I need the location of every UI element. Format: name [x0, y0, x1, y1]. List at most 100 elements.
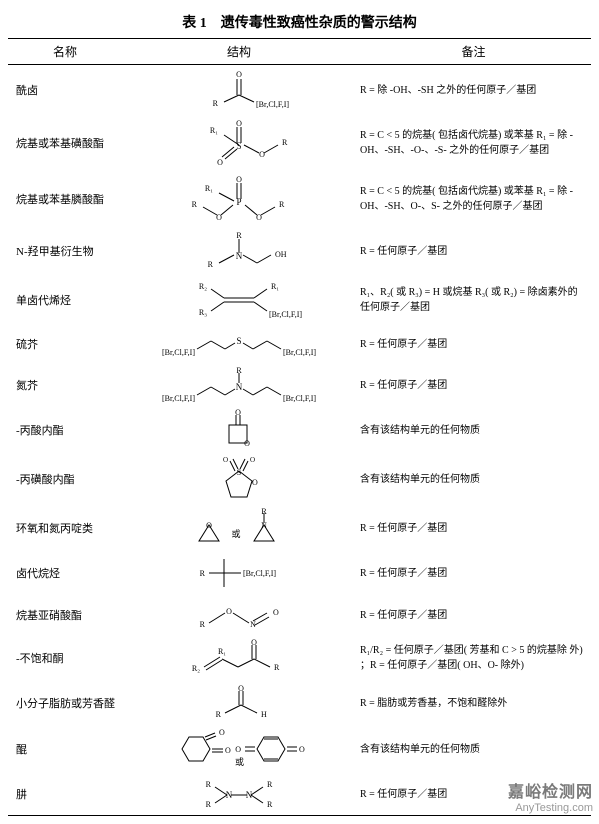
svg-text:N: N — [246, 790, 253, 800]
svg-text:[Br,Cl,F,I]: [Br,Cl,F,I] — [256, 100, 289, 109]
structure-icon: S O O R₁ O R — [174, 117, 304, 169]
svg-text:R: R — [279, 200, 285, 209]
row-name: -丙磺酸内酯 — [8, 453, 122, 505]
svg-text:R₃: R₃ — [199, 308, 207, 317]
structure-icon: R O H — [189, 683, 289, 723]
structure-icon: O O — [209, 409, 269, 451]
svg-text:O: O — [252, 478, 258, 487]
svg-text:[Br,Cl,F,I]: [Br,Cl,F,I] — [162, 348, 195, 357]
row-notes: R = 任何原子／基团 — [356, 773, 591, 816]
svg-text:O: O — [250, 456, 255, 464]
row-notes: R = 任何原子／基团 — [356, 505, 591, 551]
row-notes: R₁/R₂ = 任何原子／基团( 芳基和 C > 5 的烷基除 外) ；R = … — [356, 635, 591, 681]
svg-text:O: O — [235, 745, 241, 754]
row-structure: O O — [122, 407, 356, 453]
table-row: 卤代烷烃 R [Br,Cl,F,I] R = 任何原子／基团 — [8, 551, 591, 595]
svg-text:[Br,Cl,F,I]: [Br,Cl,F,I] — [243, 569, 276, 578]
row-structure: R [Br,Cl,F,I] — [122, 551, 356, 595]
structure-icon: R O N O — [179, 597, 299, 633]
row-name: 小分子脂肪或芳香醛 — [8, 681, 122, 725]
svg-text:R₁: R₁ — [210, 126, 218, 135]
row-name: 肼 — [8, 773, 122, 816]
table-row: 烷基或苯基膦酸酯 P O R₁ O R O — [8, 171, 591, 227]
structure-icon: P O R₁ O R O R — [169, 173, 309, 225]
svg-text:R: R — [200, 569, 206, 578]
svg-text:R: R — [261, 507, 267, 516]
table-row: N-羟甲基衍生物 N R R OH R = 任何原子／基团 — [8, 227, 591, 275]
svg-text:O: O — [273, 608, 279, 617]
row-notes: R = 任何原子／基团 — [356, 551, 591, 595]
table-row: -丙磺酸内酯 S O O O 含有该结构单元的任何物质 — [8, 453, 591, 505]
structure-icon: O R [Br,Cl,F,I] — [184, 67, 294, 113]
structure-icon: S O O O — [204, 455, 274, 503]
row-notes: 含有该结构单元的任何物质 — [356, 453, 591, 505]
svg-text:R: R — [213, 99, 219, 108]
svg-text:O: O — [219, 728, 225, 737]
row-structure: S O O R₁ O R — [122, 115, 356, 171]
row-structure: O R [Br,Cl,F,I] — [122, 65, 356, 116]
svg-text:O: O — [238, 684, 244, 693]
row-name: N-羟甲基衍生物 — [8, 227, 122, 275]
row-notes: R = 除 -OH、-SH 之外的任何原子／基团 — [356, 65, 591, 116]
row-structure: O N R 或 — [122, 505, 356, 551]
svg-text:R: R — [267, 780, 273, 789]
svg-text:S: S — [237, 468, 241, 477]
svg-text:O: O — [236, 119, 242, 128]
row-notes: R = 任何原子／基团 — [356, 595, 591, 635]
svg-text:或: 或 — [231, 528, 240, 539]
table-row: -不饱和酮 R₂ R₁ O R R₁/R₂ — [8, 635, 591, 681]
row-name: 硫芥 — [8, 325, 122, 363]
table-row: 烷基亚硝酸酯 R O N O R = 任何原子／基团 — [8, 595, 591, 635]
table-row: 小分子脂肪或芳香醛 R O H R = 脂肪或芳香基，不饱和醛除外 — [8, 681, 591, 725]
structure-icon: N N R R R R — [179, 775, 299, 813]
row-name: 烷基或苯基膦酸酯 — [8, 171, 122, 227]
svg-text:R: R — [282, 138, 288, 147]
row-structure: S [Br,Cl,F,I] [Br,Cl,F,I] — [122, 325, 356, 363]
row-name: 烷基或苯基磺酸酯 — [8, 115, 122, 171]
svg-text:N: N — [236, 382, 243, 392]
table-row: -丙酸内酯 O O 含有该结构单元的任何物质 — [8, 407, 591, 453]
header-name: 名称 — [8, 39, 122, 65]
row-notes: R = 任何原子／基团 — [356, 363, 591, 407]
row-notes: 含有该结构单元的任何物质 — [356, 725, 591, 773]
table-row: 氮芥 N R [Br,Cl,F,I] [Br,Cl,F,I] — [8, 363, 591, 407]
structure-icon: O N R 或 — [179, 507, 299, 549]
table-row: 肼 N N R R R R R — [8, 773, 591, 816]
table-row: 硫芥 S [Br,Cl,F,I] [Br,Cl,F,I] R = — [8, 325, 591, 363]
svg-text:R: R — [206, 800, 212, 809]
svg-text:H: H — [261, 710, 267, 719]
row-notes: 含有该结构单元的任何物质 — [356, 407, 591, 453]
svg-text:R: R — [216, 710, 222, 719]
svg-text:N: N — [261, 521, 267, 530]
svg-text:O: O — [217, 158, 223, 167]
svg-text:R: R — [208, 260, 214, 269]
row-name: -不饱和酮 — [8, 635, 122, 681]
svg-text:S: S — [236, 141, 241, 151]
svg-text:R₁: R₁ — [218, 647, 226, 656]
row-structure: N R [Br,Cl,F,I] [Br,Cl,F,I] — [122, 363, 356, 407]
svg-text:N: N — [236, 251, 243, 261]
svg-text:O: O — [216, 213, 222, 222]
row-structure: N N R R R R — [122, 773, 356, 816]
svg-text:P: P — [236, 197, 241, 207]
structure-icon: R₂ R₃ R₁ [Br,Cl,F,I] — [169, 277, 309, 323]
table-row: 环氧和氮丙啶类 O N R 或 R = 任何原子／基团 — [8, 505, 591, 551]
row-structure: S O O O — [122, 453, 356, 505]
row-name: 氮芥 — [8, 363, 122, 407]
table-title: 表 1 遗传毒性致癌性杂质的警示结构 — [8, 12, 591, 32]
svg-text:R₁: R₁ — [205, 184, 213, 193]
row-notes: R = C < 5 的烷基( 包括卤代烷基) 或苯基 R₁ = 除 -OH、-S… — [356, 115, 591, 171]
structure-table: 名称 结构 备注 酰卤 O R [Br,Cl,F,I] — [8, 38, 591, 816]
svg-text:R: R — [274, 663, 280, 672]
table-row: 烷基或苯基磺酸酯 S O O R₁ O R — [8, 115, 591, 171]
svg-text:O: O — [256, 213, 262, 222]
structure-icon: R [Br,Cl,F,I] — [179, 553, 299, 593]
svg-text:R: R — [236, 231, 242, 240]
svg-text:R: R — [200, 620, 206, 629]
header-row: 名称 结构 备注 — [8, 39, 591, 65]
svg-text:O: O — [225, 746, 231, 755]
svg-text:N: N — [226, 790, 233, 800]
header-notes: 备注 — [356, 39, 591, 65]
svg-text:[Br,Cl,F,I]: [Br,Cl,F,I] — [269, 310, 302, 319]
row-structure: R₂ R₁ O R — [122, 635, 356, 681]
